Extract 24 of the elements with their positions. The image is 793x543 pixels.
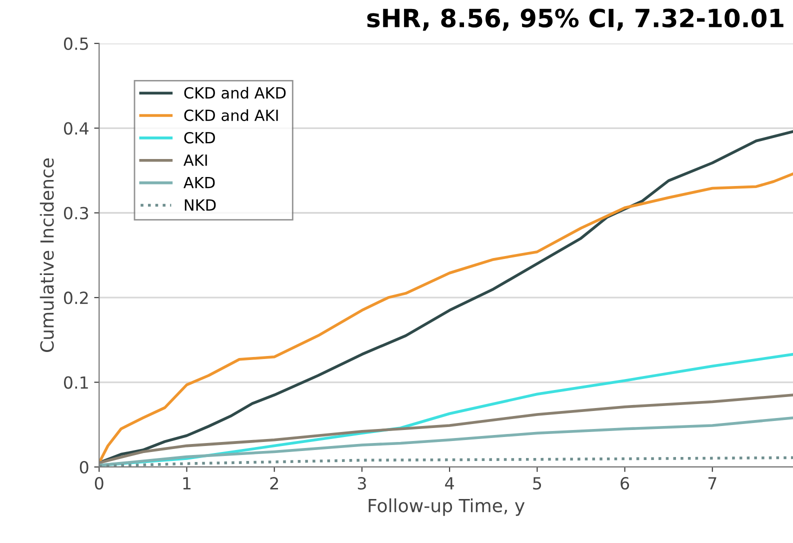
y-tick-label: 0.4 [64,122,88,135]
y-tick-label: 0 [80,460,88,474]
legend-label: AKD [184,177,215,188]
x-tick-label: 1 [183,477,190,490]
legend-label: CKD [184,132,215,144]
x-tick-label: 0 [94,476,104,490]
legend-label: CKD and AKI [184,109,278,122]
y-tick-label: 0.5 [64,37,88,50]
legend-label: CKD and AKD [184,86,286,99]
y-tick-label: 0.2 [64,292,88,304]
y-tick-label: 0.3 [64,206,88,220]
chart-title: sHR, 8.56, 95% CI, 7.32-10.01 [367,8,784,31]
x-tick-label: 6 [620,476,630,490]
legend-label: AKI [184,154,207,166]
x-tick-label: 5 [533,477,542,490]
x-tick-label: 2 [270,476,278,490]
legend-label: NKD [184,199,216,211]
line-series [99,394,793,464]
x-tick-label: 7 [708,477,716,490]
x-tick-label: 4 [445,477,454,490]
y-axis-title: Cumulative Incidence [40,158,54,352]
x-axis-title: Follow-up Time, y [368,498,525,516]
x-tick-label: 3 [358,476,366,490]
y-tick-label: 0.1 [64,376,88,389]
